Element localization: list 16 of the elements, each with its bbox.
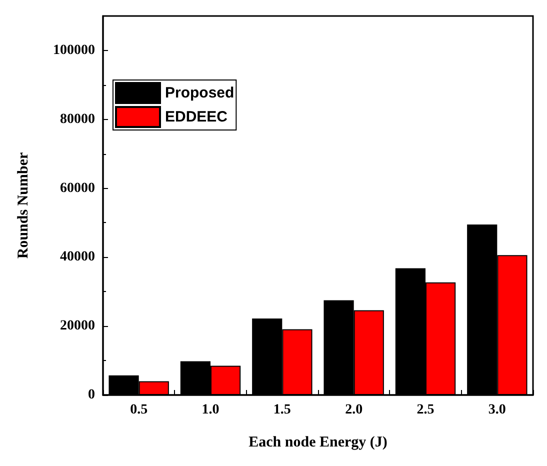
x-tick-label: 1.0 [202, 402, 220, 418]
x-tick-label: 1.5 [273, 402, 291, 418]
y-tick-label: 0 [88, 388, 95, 402]
y-tick-label: 60000 [60, 180, 95, 196]
y-tick-label: 80000 [60, 112, 95, 127]
x-axis-title: Each node Energy (J) [248, 434, 388, 450]
y-tick-label: 40000 [60, 250, 95, 265]
legend-label: Proposed [165, 84, 234, 102]
y-tick-label: 20000 [60, 318, 95, 334]
y-axis-title: Rounds Number [16, 152, 32, 259]
y-tick-label: 100000 [53, 42, 95, 58]
x-tick-label: 0.5 [130, 402, 148, 418]
x-tick-label: 2.5 [416, 402, 434, 418]
x-tick-label: 2.0 [345, 402, 363, 418]
legend-label: EDDEEC [165, 108, 228, 126]
x-tick-label: 3.0 [488, 402, 506, 418]
